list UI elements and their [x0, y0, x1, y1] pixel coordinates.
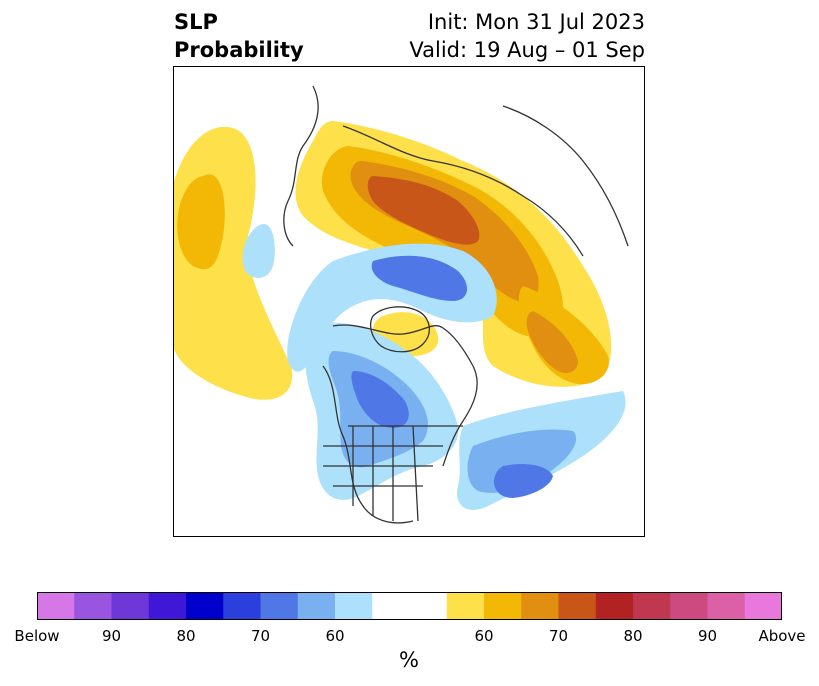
colorbar-swatch: [595, 592, 634, 620]
colorbar-tick-label: 70: [250, 627, 271, 645]
colorbar-tick-label: 60: [474, 627, 494, 645]
anomaly-northeast-pacific: [173, 126, 293, 400]
colorbar-tick-label: 80: [176, 627, 196, 645]
variable-label: SLP: [174, 10, 218, 34]
colorbar-tick-label: 90: [697, 627, 718, 645]
anomaly-bering-blue: [242, 224, 275, 278]
anomaly-west-atlantic: [457, 391, 626, 510]
map-title-left: SLP Probability: [174, 8, 304, 64]
colorbar-swatch: [111, 592, 150, 620]
colorbar-unit: %: [399, 648, 419, 672]
colorbar-swatch: [744, 592, 782, 620]
colorbar-tick-label: Above: [758, 627, 806, 645]
init-date: Init: Mon 31 Jul 2023: [427, 10, 645, 34]
anomaly-east-siberia: [518, 286, 609, 385]
colorbar-swatch: [37, 592, 75, 620]
colorbar-swatch: [372, 592, 410, 620]
probability-map: [173, 66, 645, 537]
colorbar: [37, 592, 782, 620]
colorbar-swatch: [74, 592, 112, 620]
colorbar-swatch: [335, 592, 373, 620]
colorbar-tick-label: Below: [14, 627, 60, 645]
colorbar-tick-label: 80: [623, 627, 643, 645]
colorbar-tick-label: 60: [325, 627, 345, 645]
valid-range: Valid: 19 Aug – 01 Sep: [409, 38, 645, 62]
colorbar-tick-label: 70: [548, 627, 569, 645]
colorbar-swatch: [446, 592, 485, 620]
colorbar-swatch: [260, 592, 299, 620]
map-frame: [173, 66, 645, 537]
map-title-right: Init: Mon 31 Jul 2023 Valid: 19 Aug – 01…: [409, 8, 645, 64]
colorbar-swatch: [670, 592, 708, 620]
product-label: Probability: [174, 38, 304, 62]
coastlines: [283, 85, 629, 524]
anomaly-east-siberia-core: [526, 311, 578, 373]
colorbar-swatch: [521, 592, 559, 620]
colorbar-swatch: [633, 592, 671, 620]
colorbar-swatch: [186, 592, 224, 620]
colorbar-swatch: [707, 592, 746, 620]
anomaly-arctic-blue: [287, 243, 497, 372]
colorbar-swatch: [297, 592, 336, 620]
colorbar-swatch: [223, 592, 261, 620]
colorbar-swatch: [484, 592, 522, 620]
colorbar-tick-label: 90: [101, 627, 122, 645]
colorbar-swatch: [148, 592, 187, 620]
colorbar-frame: [37, 592, 782, 620]
colorbar-swatch: [558, 592, 597, 620]
colorbar-swatch: [409, 592, 448, 620]
